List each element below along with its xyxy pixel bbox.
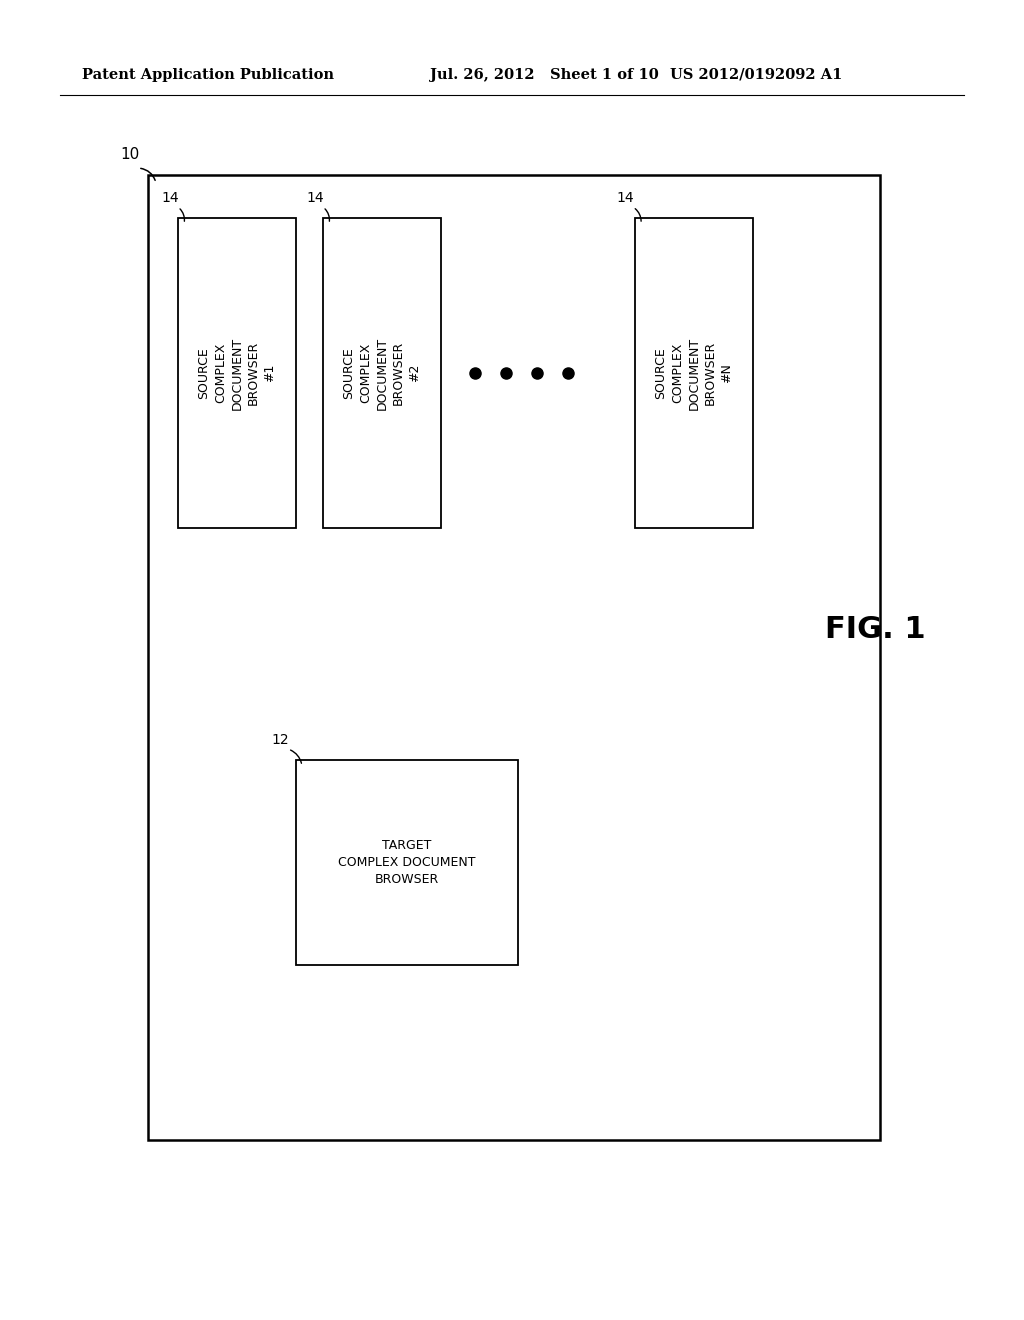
- Text: Patent Application Publication: Patent Application Publication: [82, 69, 334, 82]
- Text: 10: 10: [121, 147, 139, 162]
- Text: TARGET
COMPLEX DOCUMENT
BROWSER: TARGET COMPLEX DOCUMENT BROWSER: [338, 840, 476, 886]
- Text: 14: 14: [306, 191, 324, 205]
- Bar: [296, 760, 518, 965]
- Bar: [148, 176, 880, 1140]
- Text: FIG. 1: FIG. 1: [824, 615, 926, 644]
- Text: SOURCE
COMPLEX
DOCUMENT
BROWSER
#N: SOURCE COMPLEX DOCUMENT BROWSER #N: [654, 337, 733, 409]
- Text: SOURCE
COMPLEX
DOCUMENT
BROWSER
#1: SOURCE COMPLEX DOCUMENT BROWSER #1: [198, 337, 276, 409]
- Text: 14: 14: [616, 191, 634, 205]
- Text: US 2012/0192092 A1: US 2012/0192092 A1: [670, 69, 843, 82]
- Bar: [323, 218, 441, 528]
- Text: SOURCE
COMPLEX
DOCUMENT
BROWSER
#2: SOURCE COMPLEX DOCUMENT BROWSER #2: [342, 337, 422, 409]
- Text: 14: 14: [161, 191, 179, 205]
- Bar: [178, 218, 296, 528]
- Text: Jul. 26, 2012   Sheet 1 of 10: Jul. 26, 2012 Sheet 1 of 10: [430, 69, 658, 82]
- Text: 12: 12: [271, 733, 289, 747]
- Bar: [635, 218, 753, 528]
